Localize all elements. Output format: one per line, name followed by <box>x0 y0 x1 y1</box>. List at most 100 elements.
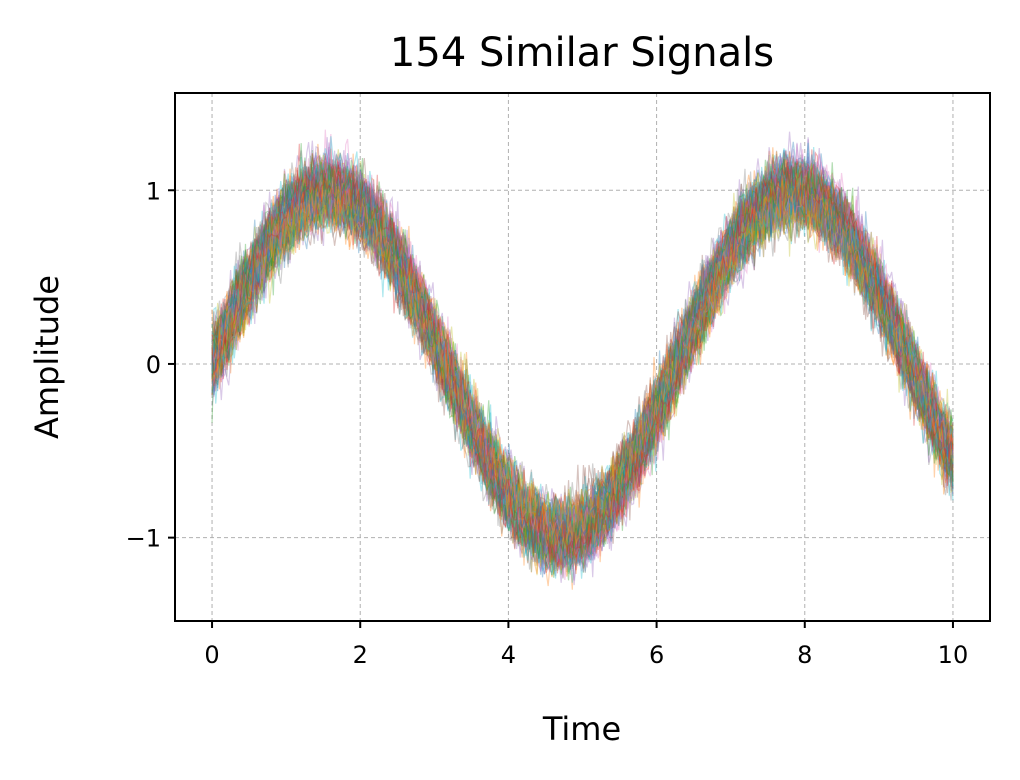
signal-line <box>211 164 954 570</box>
signal-line <box>211 168 954 557</box>
signal-line <box>211 148 954 562</box>
signal-line <box>211 171 954 566</box>
signal-line <box>211 143 954 574</box>
signal-line <box>211 174 954 553</box>
signal-line <box>211 173 954 562</box>
signal-line <box>211 160 954 579</box>
signal-line <box>211 180 954 561</box>
signal-line <box>211 157 954 566</box>
signal-line <box>211 168 954 574</box>
signal-line <box>211 168 954 546</box>
signal-line <box>211 149 954 575</box>
signal-line <box>211 146 954 568</box>
signal-line <box>211 169 954 566</box>
signal-line <box>211 165 954 554</box>
signal-line <box>211 158 954 563</box>
signal-line <box>211 172 954 555</box>
signal-line <box>211 169 954 564</box>
signal-line <box>211 164 954 563</box>
signal-line <box>211 150 954 554</box>
signal-line <box>211 152 954 578</box>
signal-line <box>211 169 954 565</box>
signal-line <box>211 182 954 541</box>
signal-line <box>211 158 954 560</box>
signal-line <box>211 172 954 552</box>
signal-line <box>211 189 954 549</box>
signal-line <box>211 181 954 551</box>
signal-line <box>211 167 954 558</box>
signal-line <box>211 157 954 570</box>
signal-line <box>211 166 954 553</box>
signal-line <box>211 166 954 558</box>
signal-line <box>211 152 954 578</box>
plot-frame <box>174 92 991 622</box>
signal-line <box>211 139 954 578</box>
signal-line <box>211 169 954 561</box>
signal-line <box>211 161 954 557</box>
signal-line <box>211 150 954 567</box>
signal-line <box>211 157 954 567</box>
signal-line <box>211 152 954 569</box>
signal-line <box>211 161 954 570</box>
axis-ticks: 0 2 4 6 8 10 −1 0 1 <box>126 177 969 669</box>
signal-line <box>211 143 954 574</box>
signal-line <box>211 177 954 549</box>
signal-line <box>211 173 954 548</box>
signal-line <box>211 165 954 558</box>
signal-line <box>211 179 954 556</box>
signal-line <box>211 159 954 576</box>
signal-line <box>211 172 954 564</box>
signal-line <box>211 174 954 559</box>
signal-line <box>211 185 954 546</box>
signal-line <box>211 149 954 566</box>
signal-line <box>211 201 954 524</box>
signal-line <box>211 163 954 563</box>
signal-line <box>211 173 954 551</box>
signal-line <box>211 176 954 557</box>
signal-line <box>211 164 954 563</box>
signal-line <box>211 170 954 547</box>
grid <box>175 93 990 621</box>
signal-line <box>211 160 954 552</box>
x-tick-label: 10 <box>938 641 969 669</box>
y-tick-label: −1 <box>126 525 161 553</box>
signal-line <box>211 188 954 527</box>
signal-line <box>211 169 954 565</box>
signal-line <box>211 159 954 576</box>
signal-line <box>211 172 954 548</box>
signal-line <box>211 173 954 554</box>
signal-line <box>211 183 954 545</box>
signal-line <box>211 149 954 568</box>
signal-line <box>211 162 954 557</box>
signal-line <box>211 163 954 565</box>
signal-line <box>211 143 954 590</box>
signal-line <box>211 168 954 545</box>
signal-line <box>211 177 954 555</box>
signal-line <box>211 141 954 574</box>
signal-lines <box>211 129 954 590</box>
signal-line <box>211 185 954 553</box>
signal-line <box>211 170 954 548</box>
signal-line <box>211 161 954 561</box>
signal-line <box>211 174 954 548</box>
signal-line <box>211 165 954 554</box>
signal-line <box>211 164 954 555</box>
signal-line <box>211 177 954 559</box>
signal-line <box>211 182 954 533</box>
signal-line <box>211 180 954 544</box>
signal-line <box>211 163 954 571</box>
signal-line <box>211 183 954 544</box>
signal-line <box>211 182 954 548</box>
signal-line <box>211 137 954 581</box>
signal-line <box>211 169 954 572</box>
signal-line <box>211 186 954 531</box>
y-axis-label: Amplitude <box>28 275 66 439</box>
signal-line <box>211 156 954 571</box>
signal-line <box>211 162 954 556</box>
signal-line <box>211 178 954 543</box>
x-tick-label: 2 <box>353 641 368 669</box>
signal-line <box>211 168 954 567</box>
signal-line <box>211 161 954 565</box>
signal-line <box>211 180 954 552</box>
